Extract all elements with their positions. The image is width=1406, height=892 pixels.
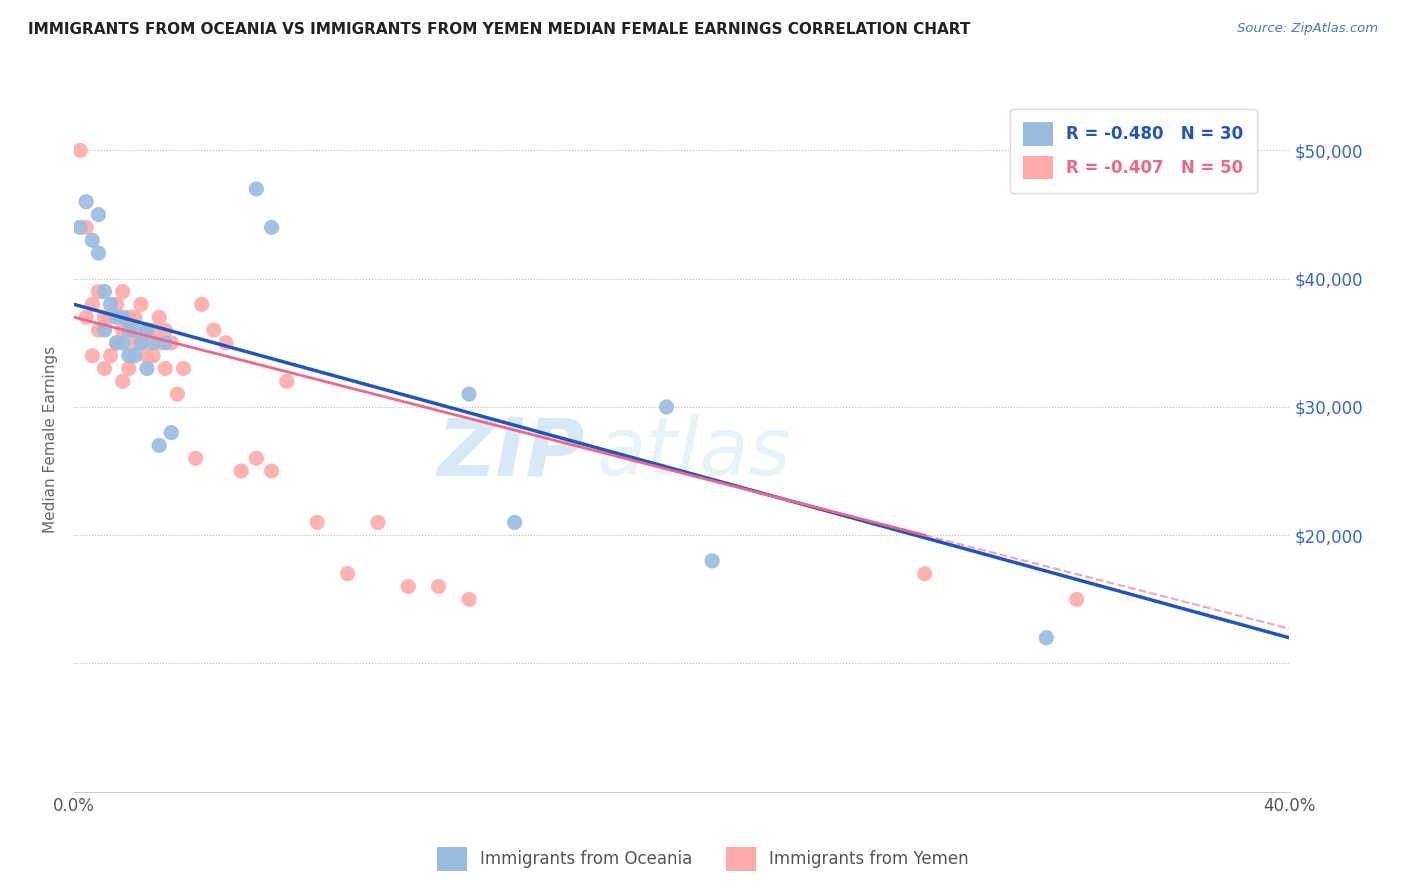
Point — [82, 297, 104, 311]
Point — [155, 361, 177, 376]
Point — [87, 246, 110, 260]
Point — [105, 297, 128, 311]
Point — [914, 566, 936, 581]
Point — [1035, 631, 1057, 645]
Point — [136, 323, 159, 337]
Point — [166, 387, 188, 401]
Point — [184, 451, 207, 466]
Point — [655, 400, 678, 414]
Point — [87, 323, 110, 337]
Point — [260, 220, 283, 235]
Point — [396, 580, 419, 594]
Text: atlas: atlas — [596, 414, 792, 492]
Point — [260, 464, 283, 478]
Text: Source: ZipAtlas.com: Source: ZipAtlas.com — [1237, 22, 1378, 36]
Point — [93, 310, 115, 325]
Point — [129, 297, 152, 311]
Point — [148, 335, 170, 350]
Text: IMMIGRANTS FROM OCEANIA VS IMMIGRANTS FROM YEMEN MEDIAN FEMALE EARNINGS CORRELAT: IMMIGRANTS FROM OCEANIA VS IMMIGRANTS FR… — [28, 22, 970, 37]
Point — [75, 310, 97, 325]
Point — [231, 464, 253, 478]
Point — [124, 335, 146, 350]
Point — [111, 335, 134, 350]
Point — [105, 310, 128, 325]
Point — [160, 425, 183, 440]
Point — [105, 335, 128, 350]
Point — [458, 387, 481, 401]
Point — [142, 349, 165, 363]
Point — [136, 349, 159, 363]
Point — [129, 335, 152, 350]
Point — [700, 554, 723, 568]
Y-axis label: Median Female Earnings: Median Female Earnings — [44, 345, 58, 533]
Point — [136, 323, 159, 337]
Point — [93, 323, 115, 337]
Point — [172, 361, 194, 376]
Text: ZIP: ZIP — [437, 414, 585, 492]
Legend: R = -0.480   N = 30, R = -0.407   N = 50: R = -0.480 N = 30, R = -0.407 N = 50 — [1010, 109, 1257, 193]
Point — [69, 220, 91, 235]
Point — [202, 323, 225, 337]
Point — [100, 310, 122, 325]
Point — [82, 233, 104, 247]
Point — [215, 335, 238, 350]
Point — [458, 592, 481, 607]
Point — [111, 374, 134, 388]
Point — [148, 310, 170, 325]
Point — [118, 349, 141, 363]
Point — [124, 349, 146, 363]
Point — [142, 323, 165, 337]
Point — [75, 194, 97, 209]
Point — [160, 335, 183, 350]
Point — [93, 285, 115, 299]
Point — [87, 285, 110, 299]
Point — [245, 182, 267, 196]
Point — [75, 220, 97, 235]
Point — [124, 323, 146, 337]
Point — [427, 580, 450, 594]
Point — [111, 323, 134, 337]
Point — [155, 335, 177, 350]
Legend: Immigrants from Oceania, Immigrants from Yemen: Immigrants from Oceania, Immigrants from… — [429, 839, 977, 880]
Point — [136, 361, 159, 376]
Point — [276, 374, 298, 388]
Point — [111, 310, 134, 325]
Point — [307, 516, 329, 530]
Point — [118, 361, 141, 376]
Point — [155, 323, 177, 337]
Point — [124, 310, 146, 325]
Point — [118, 323, 141, 337]
Point — [1066, 592, 1088, 607]
Point — [503, 516, 526, 530]
Point — [118, 310, 141, 325]
Point — [190, 297, 212, 311]
Point — [93, 361, 115, 376]
Point — [245, 451, 267, 466]
Point — [100, 297, 122, 311]
Point — [105, 335, 128, 350]
Point — [100, 349, 122, 363]
Point — [142, 335, 165, 350]
Point — [69, 144, 91, 158]
Point — [336, 566, 359, 581]
Point — [111, 285, 134, 299]
Point — [87, 208, 110, 222]
Point — [82, 349, 104, 363]
Point — [129, 335, 152, 350]
Point — [118, 323, 141, 337]
Point — [367, 516, 389, 530]
Point — [148, 438, 170, 452]
